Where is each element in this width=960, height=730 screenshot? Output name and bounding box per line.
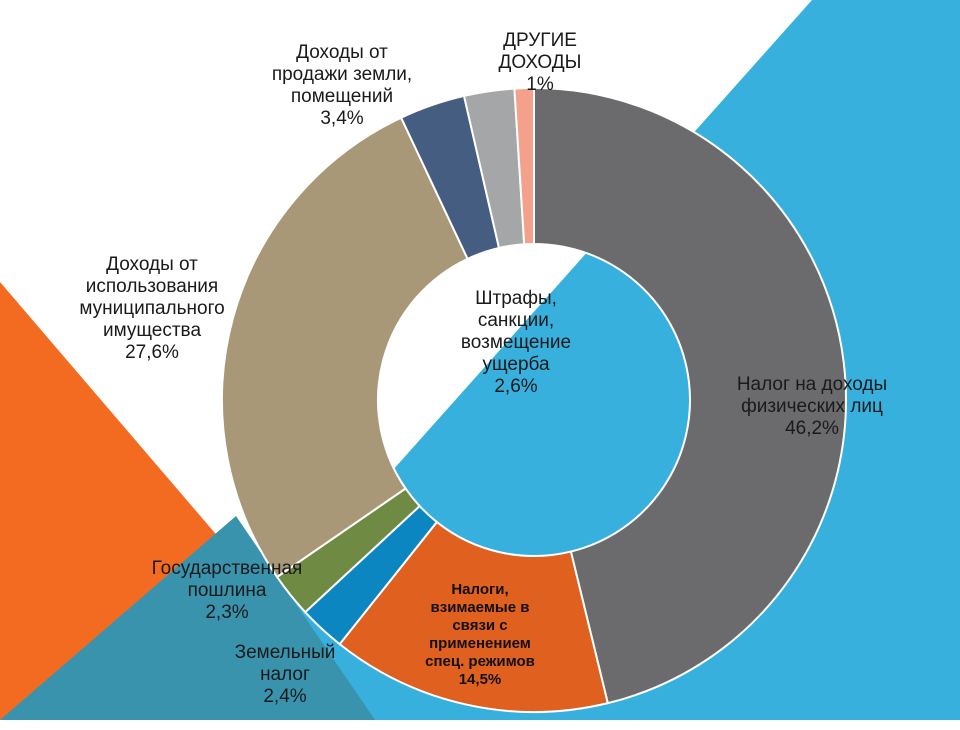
teal-overlap-shape — [0, 516, 375, 720]
slice-label-ndfl: Налог на доходы физических лиц 46,2% — [712, 352, 912, 462]
slice-value-state-duty: 2,3% — [205, 602, 249, 623]
donut-slice-ndfl — [533, 86, 847, 705]
donut-slice-special-regimes — [338, 520, 609, 713]
slice-value-ndfl: 46,2% — [785, 418, 839, 439]
slice-value-special-regimes: 14,5% — [458, 671, 502, 688]
slice-value-land-tax: 2,4% — [263, 686, 307, 707]
donut-slice-other — [513, 86, 535, 246]
slice-label-fines: Штрафы, санкции, возмещение ущерба 2,6% — [436, 266, 596, 420]
slice-label-municipal-property: Доходы от использования муниципального и… — [52, 232, 252, 386]
slice-value-other: 1% — [526, 74, 554, 95]
slice-value-fines: 2,6% — [494, 376, 538, 397]
donut-chart — [221, 86, 847, 713]
slice-label-other: ДРУГИЕ ДОХОДЫ 1% — [470, 8, 610, 118]
slice-label-land-tax: Земельный налог 2,4% — [215, 620, 355, 730]
slice-label-state-duty: Государственная пошлина 2,3% — [127, 536, 327, 646]
slice-label-land-sales: Доходы от продажи земли, помещений 3,4% — [252, 20, 432, 152]
slice-value-land-sales: 3,4% — [320, 108, 364, 129]
slice-value-municipal-property: 27,6% — [125, 342, 179, 363]
donut-slice-municipal-property — [221, 116, 469, 579]
slice-label-special-regimes: Налоги, взимаемые в связи с применением … — [400, 563, 560, 707]
